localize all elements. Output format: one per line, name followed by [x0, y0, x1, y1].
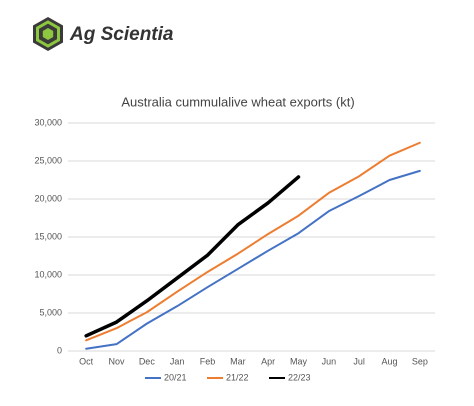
- y-tick-label: 20,000: [34, 193, 62, 203]
- legend-label: 22/23: [288, 372, 311, 382]
- x-tick-label: Mar: [230, 356, 246, 366]
- y-tick-label: 10,000: [34, 269, 62, 279]
- x-tick-label: Apr: [261, 356, 275, 366]
- x-tick-label: Dec: [139, 356, 156, 366]
- x-tick-label: Nov: [108, 356, 125, 366]
- x-tick-label: Jan: [170, 356, 185, 366]
- x-tick-label: Jun: [322, 356, 337, 366]
- y-tick-label: 0: [57, 345, 62, 355]
- y-tick-label: 25,000: [34, 155, 62, 165]
- y-tick-label: 15,000: [34, 231, 62, 241]
- x-tick-label: Aug: [381, 356, 397, 366]
- series-line: [85, 141, 421, 342]
- series-line: [85, 169, 421, 350]
- y-tick-label: 30,000: [34, 117, 62, 127]
- x-tick-label: Sep: [412, 356, 428, 366]
- series-line: [84, 175, 301, 338]
- y-tick-label: 5,000: [39, 307, 62, 317]
- logo-icon: [33, 17, 63, 51]
- brand: Ag Scientia: [69, 24, 174, 45]
- x-tick-label: May: [290, 356, 308, 366]
- x-tick-label: Jul: [353, 356, 365, 366]
- legend-label: 21/22: [226, 372, 249, 382]
- x-tick-label: Oct: [79, 356, 94, 366]
- x-tick-label: Feb: [200, 356, 216, 366]
- legend-label: 20/21: [164, 372, 187, 382]
- chart-title: Australia cummulalive wheat exports (kt): [121, 94, 354, 109]
